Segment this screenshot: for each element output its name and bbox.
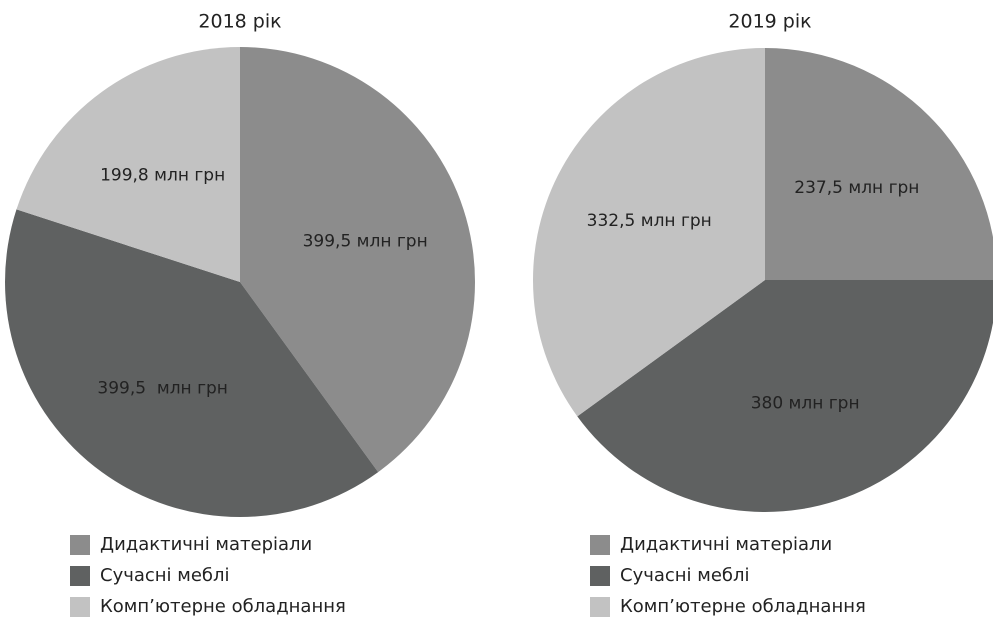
data-label: 399,5 млн грн (97, 378, 228, 398)
pie-slice (765, 48, 993, 280)
legend-label: Сучасні меблі (100, 565, 230, 586)
pie-slice (4, 209, 379, 517)
pie-slice (533, 48, 765, 417)
legend-swatch (590, 597, 610, 617)
data-label: 237,5 млн грн (794, 178, 919, 198)
chart-title: 2019 рік (728, 11, 811, 33)
legend-label: Дидактичні матеріали (620, 534, 832, 555)
data-label: 380 млн грн (751, 394, 860, 414)
chart-title: 2018 рік (198, 11, 281, 33)
pie-slice (240, 47, 475, 473)
legend-swatch (70, 597, 90, 617)
legend-swatch (590, 566, 610, 586)
data-label: 332,5 млн грн (587, 211, 712, 231)
pie-slice (577, 280, 993, 512)
legend-label: Дидактичні матеріали (100, 534, 312, 555)
data-label: 199,8 млн грн (100, 166, 225, 186)
legend-label: Комп’ютерне обладнання (100, 596, 346, 617)
legend-label: Сучасні меблі (620, 565, 750, 586)
data-label: 399,5 млн грн (303, 231, 428, 251)
legend-label: Комп’ютерне обладнання (620, 596, 866, 617)
pie-slice (16, 47, 240, 282)
legend-swatch (590, 535, 610, 555)
legend-swatch (70, 535, 90, 555)
legend-swatch (70, 566, 90, 586)
